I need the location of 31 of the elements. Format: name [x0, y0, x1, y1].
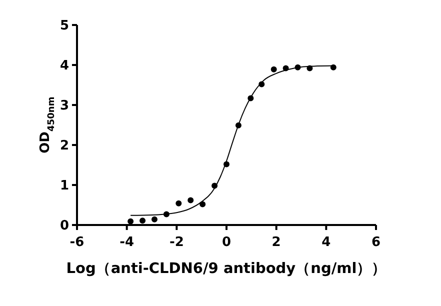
point	[140, 218, 146, 224]
y-tick-label: 1	[60, 178, 69, 194]
point	[200, 201, 206, 208]
point	[163, 211, 170, 218]
point	[330, 64, 336, 70]
point	[151, 216, 158, 222]
x-tick-label: -6	[70, 235, 84, 250]
y-tick-label: 2	[60, 138, 69, 154]
y-tick-label: 4	[60, 58, 69, 74]
x-axis-title: Log（anti-CLDN6/9 antibody（ng/ml））	[66, 261, 387, 277]
x-tick-label: -4	[120, 235, 134, 250]
y-tick-label: 3	[60, 98, 69, 114]
y-tick-label: 0	[60, 218, 69, 234]
y-tick-label: 5	[60, 18, 69, 34]
point	[282, 65, 289, 72]
point	[188, 197, 194, 204]
point	[212, 182, 218, 189]
point	[248, 95, 254, 102]
x-tick-label: 0	[222, 235, 232, 250]
point	[176, 200, 182, 206]
point	[306, 65, 313, 72]
point	[270, 66, 277, 72]
point	[224, 161, 230, 168]
point	[258, 81, 265, 88]
point	[235, 122, 242, 128]
x-tick-label: -2	[169, 235, 184, 250]
point	[128, 218, 134, 224]
x-tick-label: 4	[322, 235, 331, 250]
point	[294, 64, 301, 70]
x-tick-label: 6	[371, 235, 381, 250]
x-tick-label: 2	[272, 235, 281, 250]
